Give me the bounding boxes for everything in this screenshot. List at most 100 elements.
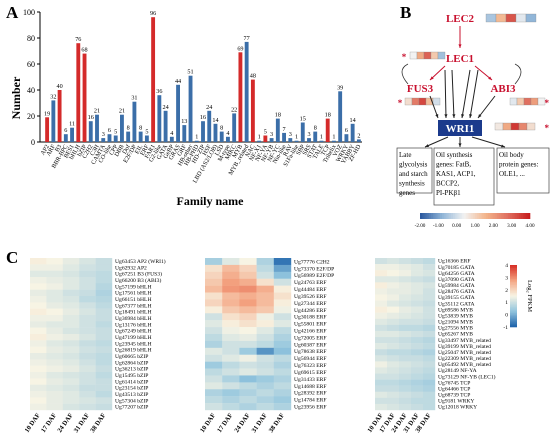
heatmap-cell [399, 403, 412, 411]
heatmap-cell [222, 278, 240, 286]
fus3-star: * [398, 98, 403, 108]
heatmap-cell [387, 373, 400, 380]
heatmap-cell [205, 340, 223, 349]
heatmap-cell [205, 354, 223, 362]
panel-label-b: B [400, 3, 411, 22]
heatmap-row-label: Ug59984 GATA [438, 283, 475, 289]
colorbar-tick-label: 3.00 [507, 223, 516, 229]
heatmap-cell [205, 306, 223, 314]
heatmap-colorbar-segment [510, 288, 517, 291]
heatmap-row-label: Ug17561 bHLH [115, 291, 152, 297]
heatmap-cell [387, 282, 400, 289]
heatmap-cell [46, 327, 63, 335]
colorbar-segment [497, 213, 500, 219]
heatmap-row-label: Ug78638 ERF [294, 349, 326, 355]
heatmap-cell [95, 403, 113, 411]
strip-cell [495, 13, 507, 23]
heatmap-cell [95, 264, 113, 271]
heatmap-cell [375, 288, 388, 295]
heatmap-row-label: Ug14688 ERF [294, 384, 326, 390]
bar [313, 131, 318, 142]
heatmap-row-label: Ug55801 ERF [294, 322, 326, 328]
colorbar-segment [517, 213, 520, 219]
bar [207, 110, 212, 142]
heatmap-cell [62, 372, 80, 379]
colorbar-segment [522, 213, 525, 219]
heatmap-cell [46, 315, 63, 322]
colorbar-segment [487, 213, 490, 219]
heatmap-cell [30, 321, 47, 328]
heatmap-cell [387, 276, 400, 283]
bar [51, 100, 56, 142]
heatmap-row-label: Ug39526 ERF [294, 294, 326, 300]
heatmap-cell [222, 299, 240, 307]
heatmap-column-label: 31 DAF [251, 412, 269, 434]
heatmap-cell [273, 389, 292, 397]
heatmap-cell [30, 359, 47, 366]
y-tick-label: 40 [27, 86, 35, 95]
target-box [396, 147, 433, 194]
heatmap-cell [256, 278, 274, 286]
bar-value-label: 6 [64, 127, 67, 134]
lec1-star: * [402, 52, 407, 62]
heatmap-cell [62, 302, 80, 309]
heatmap-cell [30, 289, 47, 297]
strip-cell [430, 51, 439, 60]
heatmap-cell [62, 359, 80, 366]
heatmap-cell [387, 288, 400, 295]
edge-to-wri1-head [469, 114, 473, 118]
heatmap-cell [222, 368, 240, 376]
heatmap-cell [375, 270, 388, 277]
bar [257, 140, 262, 142]
heatmap-cell [46, 403, 63, 411]
heatmap-row-label: Ug28149 NF-YA [438, 368, 477, 374]
heatmap-row-label: Ug35112 GATA [438, 301, 474, 307]
colorbar-segment [420, 213, 423, 219]
heatmap-cell [411, 397, 424, 405]
category-label: B3 [54, 144, 64, 154]
bar-value-label: 14 [350, 117, 356, 124]
colorbar-segment [421, 213, 424, 219]
colorbar-tick-label: 2.00 [489, 223, 498, 229]
heatmap-column-label: 10 DAF [24, 412, 42, 434]
heatmap-row-label: Ug66200 B3 (ABI3) [115, 277, 161, 284]
heatmap-colorbar-segment [510, 325, 517, 328]
bar-value-label: 16 [200, 114, 206, 121]
colorbar-segment [489, 213, 492, 219]
heatmap-colorbar-segment [510, 303, 517, 306]
wri1-star: * [545, 123, 550, 133]
heatmap-cell [411, 330, 424, 338]
heatmap-cell [256, 375, 274, 383]
heatmap-column-label: 10 DAF [199, 412, 217, 434]
category-label: SRS [301, 143, 313, 157]
network-diagram: LEC2 LEC1 * FUS3 ABI3 * * WRI1 * Late glycolysisan… [396, 13, 550, 229]
heatmap-cell [30, 270, 47, 278]
heatmap-cell [387, 349, 400, 356]
heatmap-row-label: Ug67251 B3 (FUS3) [115, 271, 162, 278]
heatmap-cell [399, 312, 412, 319]
heatmap-cell [46, 378, 63, 385]
heatmap-cell [79, 372, 96, 379]
heatmap-cell [46, 372, 63, 379]
colorbar-segment [519, 213, 522, 219]
bar-value-label: 51 [187, 69, 193, 76]
heatmap-cell [79, 258, 96, 265]
heatmap-cell [239, 299, 257, 307]
fus3-self-loop [401, 63, 409, 85]
heatmap-cell [79, 346, 96, 354]
heatmap-cell [411, 306, 424, 313]
heatmap-cell [256, 285, 274, 293]
colorbar-segment [484, 213, 487, 219]
heatmap-cell [423, 379, 436, 386]
heatmap-cell [399, 288, 412, 295]
heatmap-cell [256, 334, 274, 342]
heatmap-row-label: Ug37090 GATA [438, 277, 475, 283]
heatmap-cell [46, 365, 63, 373]
colorbar-segment [528, 213, 531, 219]
heatmap-cell [79, 378, 96, 385]
heatmap-cell [273, 340, 292, 349]
edge-to-wri1 [451, 69, 455, 119]
heatmap-cell [95, 365, 113, 373]
colorbar-segment [515, 213, 518, 219]
